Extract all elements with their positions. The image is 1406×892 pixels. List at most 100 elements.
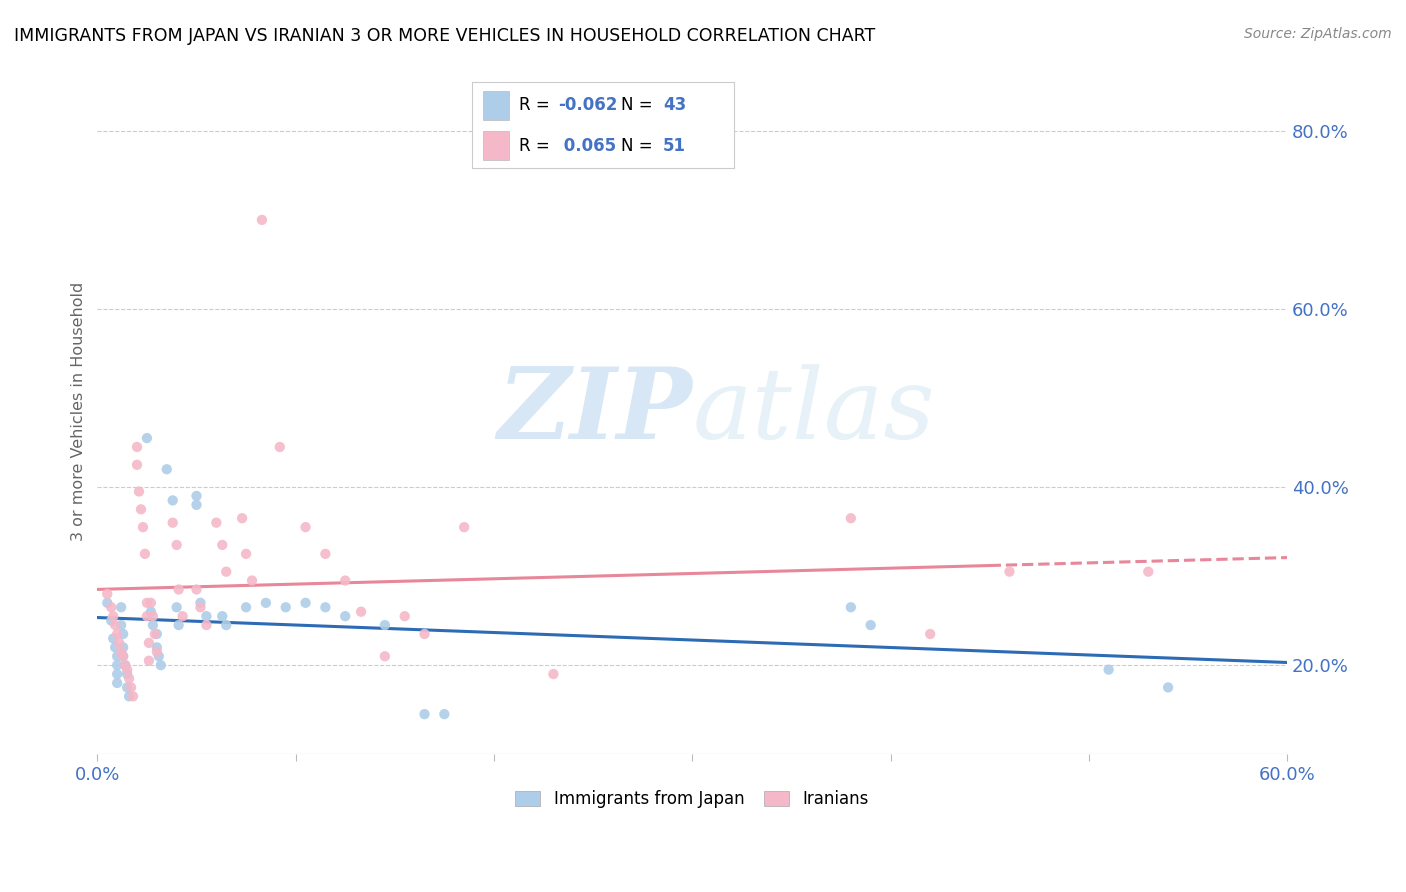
Point [105,627,128,641]
Point [314,600,336,615]
Text: IMMIGRANTS FROM JAPAN VS IRANIAN 3 OR MORE VEHICLES IN HOUSEHOLD CORRELATION CHA: IMMIGRANTS FROM JAPAN VS IRANIAN 3 OR MO… [14,27,876,45]
Point [394,609,416,624]
Point [1097,663,1119,677]
Point [96,596,118,610]
Point [100,600,122,615]
Point [139,596,162,610]
Point [162,516,184,530]
Point [114,658,136,673]
Point [105,676,128,690]
Point [112,649,135,664]
Point [118,672,141,686]
Point [125,440,148,454]
Point [149,658,172,673]
Point [122,690,145,704]
Point [138,654,160,668]
Point [139,605,162,619]
Point [103,609,125,624]
Text: ZIP: ZIP [498,363,692,459]
Point [135,596,157,610]
Point [120,681,142,695]
Point [132,520,155,534]
Point [839,600,862,615]
Point [105,649,128,664]
Point [103,632,125,646]
Point [96,587,118,601]
Point [100,614,122,628]
Point [859,618,882,632]
Point [998,565,1021,579]
Point [142,609,165,624]
Point [1157,681,1180,695]
Point [129,502,152,516]
Point [135,609,157,624]
Point [115,667,138,681]
Point [1137,565,1160,579]
Point [172,609,194,624]
Point [146,640,169,655]
Point [215,565,238,579]
Legend: Immigrants from Japan, Iranians: Immigrants from Japan, Iranians [509,783,876,814]
Point [195,609,218,624]
Y-axis label: 3 or more Vehicles in Household: 3 or more Vehicles in Household [72,282,86,541]
Text: Source: ZipAtlas.com: Source: ZipAtlas.com [1244,27,1392,41]
Point [453,520,475,534]
Point [205,516,228,530]
Point [294,596,316,610]
Point [413,627,436,641]
Point [125,458,148,472]
Point [269,440,291,454]
Point [413,707,436,722]
Point [134,547,156,561]
Point [543,667,565,681]
Point [167,618,190,632]
Point [146,645,169,659]
Point [314,547,336,561]
Point [186,582,208,597]
Point [115,681,138,695]
Point [250,213,273,227]
Point [112,627,135,641]
Point [839,511,862,525]
Point [104,640,127,655]
Point [190,600,212,615]
Point [335,574,357,588]
Point [105,667,128,681]
Point [108,636,131,650]
Point [114,658,136,673]
Point [148,649,170,664]
Point [105,658,128,673]
Point [110,600,132,615]
Point [138,636,160,650]
Point [118,690,141,704]
Point [920,627,942,641]
Point [146,627,169,641]
Point [112,640,135,655]
Text: atlas: atlas [692,364,935,459]
Point [115,663,138,677]
Point [211,538,233,552]
Point [215,618,238,632]
Point [156,462,179,476]
Point [186,489,208,503]
Point [135,431,157,445]
Point [166,538,188,552]
Point [374,618,396,632]
Point [235,547,257,561]
Point [186,498,208,512]
Point [128,484,150,499]
Point [211,609,233,624]
Point [143,627,166,641]
Point [195,618,218,632]
Point [190,596,212,610]
Point [254,596,277,610]
Point [350,605,373,619]
Point [167,582,190,597]
Point [274,600,297,615]
Point [112,649,135,664]
Point [110,645,132,659]
Point [231,511,253,525]
Point [142,618,165,632]
Point [110,618,132,632]
Point [294,520,316,534]
